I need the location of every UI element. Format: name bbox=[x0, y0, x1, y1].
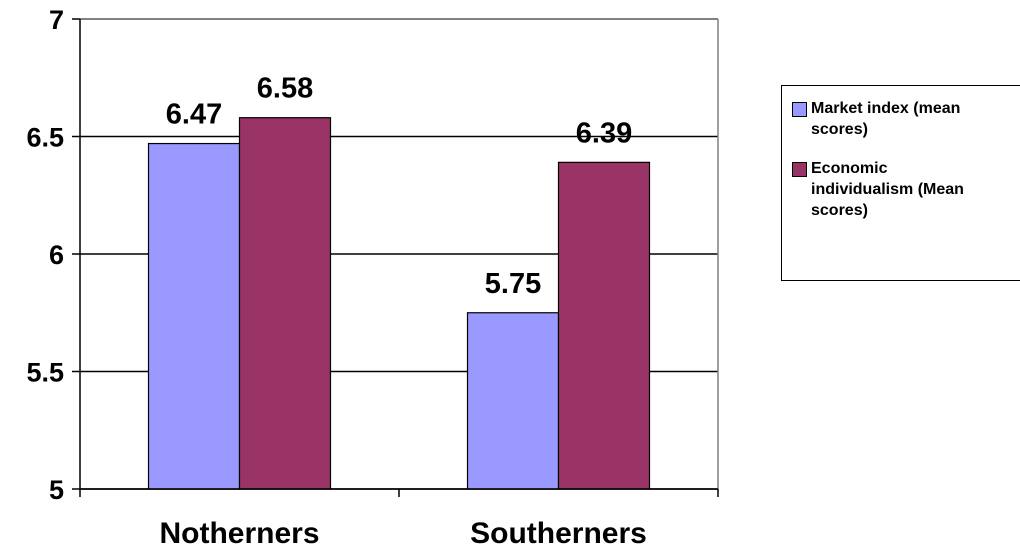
legend-swatch-market-index bbox=[792, 102, 807, 117]
bar bbox=[466, 312, 560, 490]
legend-item-economic-individualism: Economic individualism (Mean scores) bbox=[792, 158, 1016, 221]
bar bbox=[238, 117, 332, 490]
y-tick-label: 5.5 bbox=[26, 358, 64, 388]
labels: 5 5.5 6 6.5 7 6.47 6.58 Notherners 5.75 6.39 South… bbox=[26, 5, 646, 550]
legend-item-market-index: Market index (mean scores) bbox=[792, 98, 1016, 140]
y-tick-label: 6 bbox=[49, 240, 64, 270]
bars bbox=[147, 117, 651, 490]
data-label: 6.58 bbox=[257, 73, 313, 105]
x-category-label: Notherners bbox=[159, 517, 319, 550]
legend: Market index (mean scores) Economic indi… bbox=[781, 85, 1020, 281]
data-label: 6.39 bbox=[576, 117, 632, 149]
y-tick-label: 7 bbox=[49, 5, 64, 35]
legend-label-economic-individualism: Economic individualism (Mean scores) bbox=[811, 160, 964, 219]
data-label: 5.75 bbox=[485, 268, 541, 300]
bar bbox=[147, 142, 241, 490]
bar bbox=[557, 161, 651, 490]
legend-swatch-economic-individualism bbox=[792, 162, 807, 177]
axes bbox=[72, 18, 719, 497]
data-label: 6.47 bbox=[166, 99, 222, 131]
y-tick-label: 6.5 bbox=[26, 123, 64, 153]
x-category-label: Southerners bbox=[470, 517, 647, 550]
legend-label-market-index: Market index (mean scores) bbox=[811, 100, 961, 138]
y-tick-label: 5 bbox=[49, 475, 64, 505]
